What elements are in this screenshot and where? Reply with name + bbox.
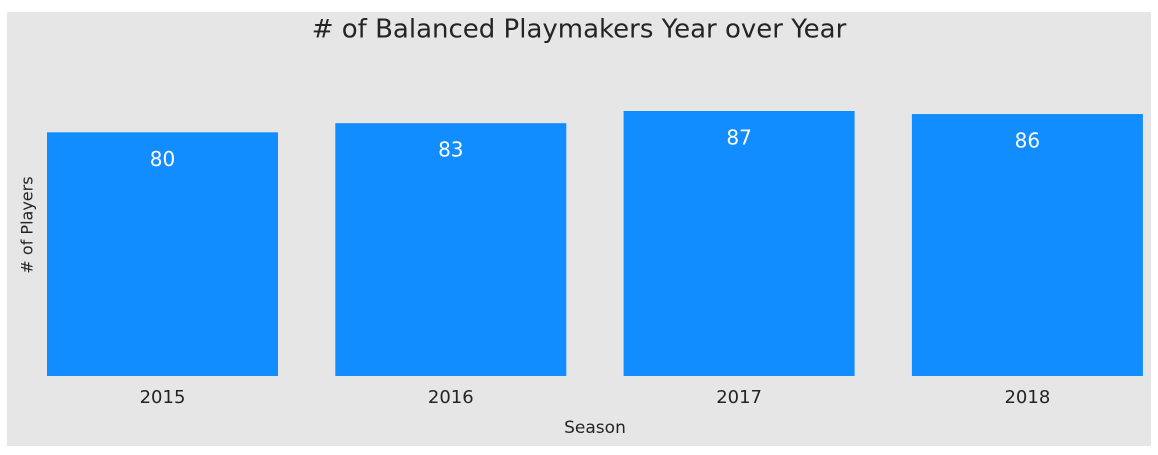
bar [623,111,855,376]
x-axis-label: Season [564,418,626,438]
data-label: 86 [1015,129,1040,153]
bar [47,132,278,376]
x-tick-label: 2017 [716,387,762,408]
chart-title: # of Balanced Playmakers Year over Year [312,15,847,45]
x-tick-label: 2016 [428,387,474,408]
x-tick-label: 2018 [1004,387,1050,408]
bar [911,114,1143,377]
x-tick-label: 2015 [140,387,186,408]
bar [335,123,567,377]
data-label: 87 [726,126,751,150]
data-label: 80 [150,147,175,171]
y-axis-label: # of Players [18,176,37,273]
data-label: 83 [438,138,463,162]
